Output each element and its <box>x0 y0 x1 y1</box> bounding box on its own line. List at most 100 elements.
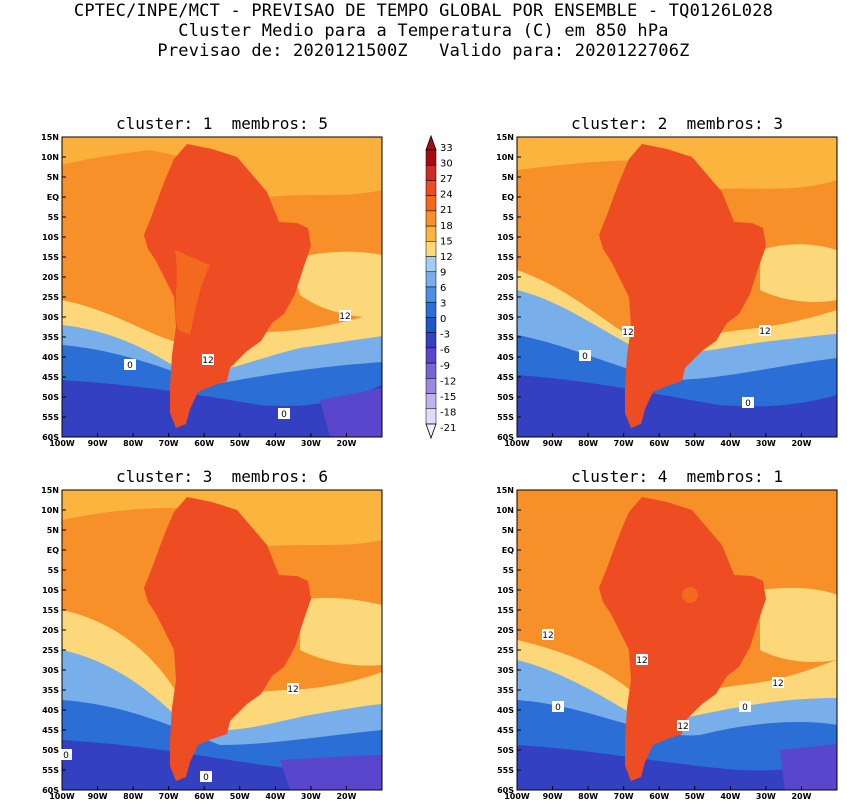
panel-3-title: cluster: 3 membros: 6 <box>116 467 328 486</box>
lat-tick-label: 10S <box>42 586 59 595</box>
contour-labels: 12 12 0 0 12 12 0 0 12 0 0 12 12 12 12 0 0 <box>60 310 784 783</box>
lon-tick-label: 70W <box>614 792 634 801</box>
colorbar-swatch <box>425 286 437 303</box>
lon-tick-label: 90W <box>88 439 108 448</box>
lon-tick-label: 20W <box>336 792 356 801</box>
colorbar-swatch <box>425 256 437 273</box>
contour-label-bg <box>339 310 351 321</box>
lat-tick-label: 15S <box>42 606 59 615</box>
lat-tick-label: EQ <box>502 546 514 555</box>
contour-label: 12 <box>542 631 553 641</box>
contour-label: 0 <box>745 399 751 409</box>
contour-label: 12 <box>287 685 298 695</box>
colorbar-label: 18 <box>440 221 453 232</box>
colorbar-label: -21 <box>440 423 456 434</box>
contour-label-bg <box>287 683 299 694</box>
panel-2-title: cluster: 2 membros: 3 <box>571 114 783 133</box>
panel-3-map <box>61 489 383 791</box>
contour-label-bg <box>579 350 591 361</box>
colorbar-swatch <box>425 332 437 349</box>
lat-tick-label: 10S <box>497 586 514 595</box>
colorbar-swatch <box>425 347 437 364</box>
lon-tick-label: 40W <box>265 439 285 448</box>
lat-tick-label: 5N <box>47 526 59 535</box>
contour-label-bg <box>742 397 754 408</box>
lon-tick-label: 60W <box>649 792 669 801</box>
lon-tick-label: 60W <box>194 792 214 801</box>
contour-label: 0 <box>555 703 561 713</box>
contour-label: 12 <box>339 312 350 322</box>
contour-label-bg <box>202 354 214 365</box>
lon-tick-label: 40W <box>265 792 285 801</box>
lat-tick-label: 35S <box>42 333 59 342</box>
colorbar-label: 15 <box>440 236 453 247</box>
lon-tick-label: 50W <box>230 439 250 448</box>
lat-tick-label: 10N <box>496 506 514 515</box>
panel-4-title: cluster: 4 membros: 1 <box>571 467 783 486</box>
lat-tick-label: 5S <box>503 213 515 222</box>
lat-tick-label: 35S <box>497 333 514 342</box>
lon-tick-label: 70W <box>159 792 179 801</box>
lat-tick-label: 15N <box>41 486 59 495</box>
contour-label-bg <box>542 629 554 640</box>
contour-label: 12 <box>622 328 633 338</box>
colorbar-swatch <box>425 164 437 181</box>
colorbar-label: -3 <box>440 330 450 341</box>
lat-tick-label: 5N <box>502 173 514 182</box>
colorbar-swatch <box>425 180 437 196</box>
lon-tick-label: 50W <box>230 792 250 801</box>
figure-header-line2: Cluster Medio para a Temperatura (C) em … <box>178 21 669 41</box>
panel-1-title: cluster: 1 membros: 5 <box>116 114 328 133</box>
longitude-axis-labels: 100W 90W 80W 70W 60W 50W 40W 30W 20W 100W 90W 80W 70… <box>49 433 812 801</box>
lat-tick-label: 25S <box>42 293 59 302</box>
lon-tick-label: 30W <box>756 439 776 448</box>
contour-label: 12 <box>636 656 647 666</box>
colorbar-label: 30 <box>440 159 453 170</box>
lat-tick-label: 45S <box>497 726 514 735</box>
contour-label-bg <box>772 677 784 688</box>
lat-tick-label: 5S <box>48 566 60 575</box>
lat-tick-label: 20S <box>42 273 59 282</box>
lat-tick-label: 30S <box>42 313 59 322</box>
lon-tick-label: 20W <box>791 792 811 801</box>
lat-tick-label: 20S <box>497 626 514 635</box>
lat-tick-label: 50S <box>497 746 514 755</box>
lat-tick-label: 15N <box>41 133 59 142</box>
colorbar-label: 6 <box>440 283 446 294</box>
colorbar-swatch <box>425 195 437 212</box>
colorbar-label: -12 <box>440 376 456 387</box>
lat-tick-label: 30S <box>42 666 59 675</box>
contour-label-bg <box>636 654 648 665</box>
colorbar-swatch <box>425 393 437 410</box>
colorbar-label: 27 <box>440 174 453 185</box>
contour-label: 0 <box>281 410 287 420</box>
lat-tick-label: 45S <box>497 373 514 382</box>
lat-tick-label: EQ <box>502 193 514 202</box>
colorbar-swatch <box>425 408 437 425</box>
lon-tick-label: 100W <box>49 439 75 448</box>
colorbar-label: 3 <box>440 299 446 310</box>
contour-label-bg <box>622 326 634 337</box>
lat-tick-label: 55S <box>497 413 514 422</box>
lat-tick-label: 15S <box>42 253 59 262</box>
lat-tick-label: 35S <box>497 686 514 695</box>
colorbar-bottom-arrow <box>425 423 437 440</box>
contour-label-bg <box>200 771 212 782</box>
lat-tick-label: 55S <box>42 766 59 775</box>
lon-tick-label: 90W <box>543 439 563 448</box>
lon-tick-label: 30W <box>301 439 321 448</box>
lat-tick-label: 5N <box>47 173 59 182</box>
panel-4-map <box>516 489 838 791</box>
lat-tick-label: 5S <box>48 213 60 222</box>
lon-tick-label: 100W <box>49 792 75 801</box>
lon-tick-label: 60W <box>649 439 669 448</box>
colorbar-label: 12 <box>440 252 453 263</box>
lat-tick-label: 50S <box>497 393 514 402</box>
lat-tick-label: 40S <box>497 706 514 715</box>
lat-tick-label: 5N <box>502 526 514 535</box>
colorbar-swatch <box>425 378 437 394</box>
lon-tick-label: 80W <box>578 792 598 801</box>
lon-tick-label: 40W <box>720 792 740 801</box>
contour-label-bg <box>677 720 689 731</box>
contour-label-bg <box>759 325 771 336</box>
